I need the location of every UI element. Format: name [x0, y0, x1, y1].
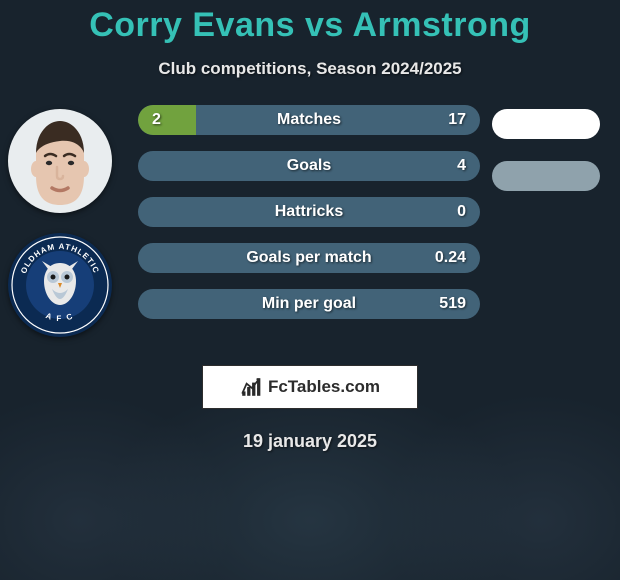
stat-bar: Matches2 17	[138, 105, 480, 135]
subtitle: Club competitions, Season 2024/2025	[0, 59, 620, 79]
stat-right-value: 17	[448, 105, 466, 135]
stat-right-value: 519	[439, 289, 466, 319]
stat-left-value: 2	[152, 105, 161, 135]
opponent-oval	[492, 161, 600, 191]
stat-bar: Goals per match0.24	[138, 243, 480, 273]
stat-right-value: 0.24	[435, 243, 466, 273]
stat-bar: Min per goal519	[138, 289, 480, 319]
stat-right-value: 4	[457, 151, 466, 181]
stat-bar-label: Goals per match	[138, 243, 480, 273]
stat-bar-label: Matches	[138, 105, 480, 135]
stat-bar-label: Min per goal	[138, 289, 480, 319]
stat-bar: Goals4	[138, 151, 480, 181]
brand-chart-icon	[240, 376, 262, 398]
brand-text: FcTables.com	[268, 377, 380, 397]
stat-right-value: 0	[457, 197, 466, 227]
club-crest-icon: OLDHAM ATHLETICA F C	[8, 233, 112, 337]
page-title: Corry Evans vs Armstrong	[0, 0, 620, 45]
comparison-bars: Matches2 17 Goals4 Hattricks0 Goals per matc…	[138, 105, 480, 335]
player-avatar	[8, 109, 112, 213]
date-text: 19 january 2025	[0, 431, 620, 452]
club-crest: OLDHAM ATHLETICA F C	[8, 233, 112, 337]
stat-bar-label: Goals	[138, 151, 480, 181]
stat-bar-label: Hattricks	[138, 197, 480, 227]
opponent-oval	[492, 109, 600, 139]
stat-bar: Hattricks0	[138, 197, 480, 227]
brand-box: FcTables.com	[202, 365, 418, 409]
opponent-ovals	[492, 109, 606, 213]
player-face-icon	[8, 109, 112, 213]
